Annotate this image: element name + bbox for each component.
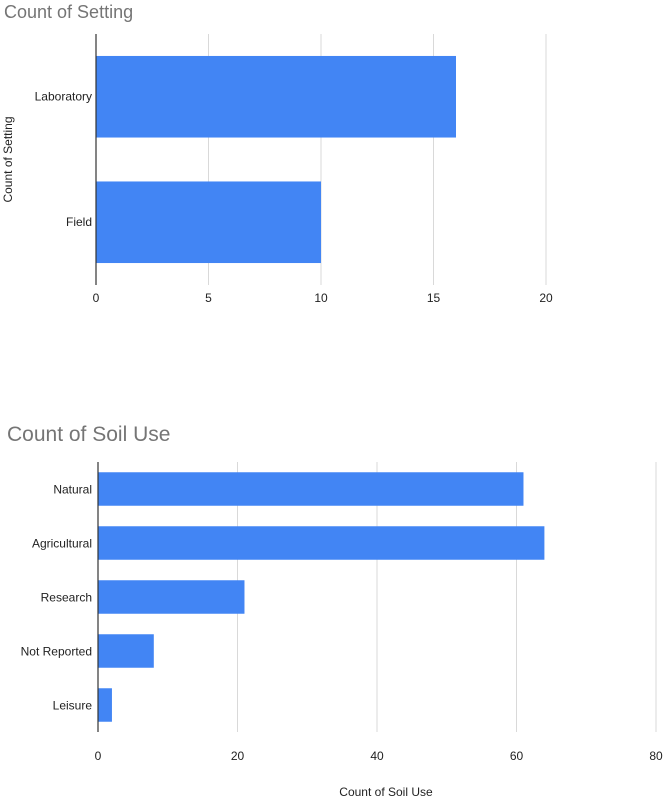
bar bbox=[96, 55, 456, 138]
soil-use-chart: Count of Soil Use 0 20 40 60 80 Natural Agricu… bbox=[0, 410, 669, 801]
soil-use-chart-plot: 0 20 40 60 80 Natural Agricultural Research Not … bbox=[21, 462, 663, 799]
x-axis-title: Count of Soil Use bbox=[339, 785, 433, 799]
chart-title: Count of Setting bbox=[4, 2, 134, 22]
x-tick-label: 15 bbox=[427, 291, 441, 305]
x-tick-label: 20 bbox=[231, 749, 245, 763]
x-tick-label: 60 bbox=[510, 749, 524, 763]
x-tick-label: 0 bbox=[95, 749, 102, 763]
y-axis-title: Count of Setting bbox=[1, 116, 15, 202]
x-tick-label: 5 bbox=[205, 291, 212, 305]
category-label: Agricultural bbox=[32, 537, 92, 551]
x-tick-label: 40 bbox=[370, 749, 384, 763]
bar bbox=[98, 634, 154, 668]
category-label: Not Reported bbox=[21, 645, 92, 659]
bar bbox=[98, 688, 112, 722]
bar bbox=[98, 526, 545, 560]
category-label: Field bbox=[66, 215, 92, 229]
setting-chart: Count of Setting 0 5 10 15 20 Laboratory Field… bbox=[0, 0, 669, 330]
bar bbox=[96, 181, 321, 264]
x-tick-label: 20 bbox=[539, 291, 553, 305]
setting-chart-plot: 0 5 10 15 20 Laboratory Field Count of Setting bbox=[1, 34, 553, 305]
x-tick-label: 10 bbox=[314, 291, 328, 305]
x-tick-label: 0 bbox=[93, 291, 100, 305]
category-label: Laboratory bbox=[35, 90, 92, 104]
bar bbox=[98, 580, 245, 614]
category-label: Natural bbox=[53, 483, 92, 497]
chart-title: Count of Soil Use bbox=[7, 423, 171, 446]
category-label: Leisure bbox=[53, 699, 93, 713]
category-label: Research bbox=[41, 591, 92, 605]
bar bbox=[98, 472, 524, 506]
x-tick-label: 80 bbox=[649, 749, 663, 763]
